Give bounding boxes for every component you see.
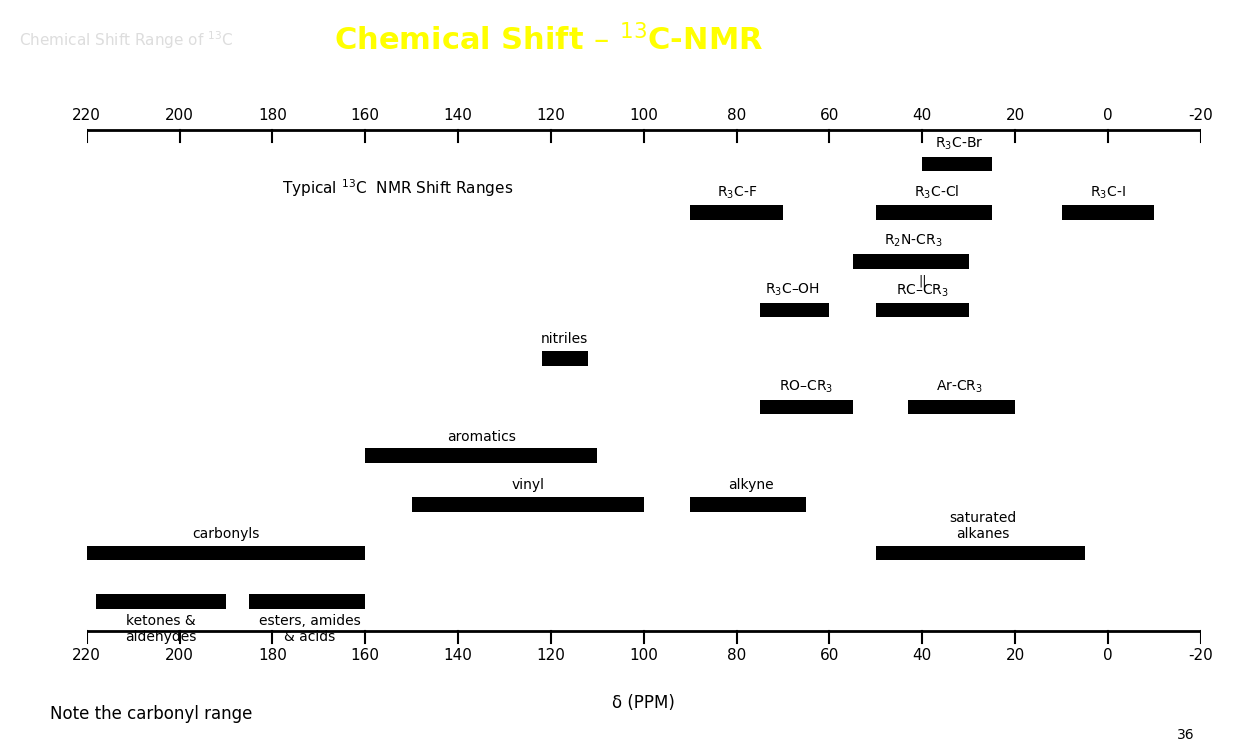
Text: ketones &
aldehydes: ketones & aldehydes [125,614,197,644]
Text: 140: 140 [443,648,473,663]
Bar [853,254,968,268]
Text: 120: 120 [536,648,566,663]
Text: 80: 80 [727,648,747,663]
Text: Chemical Shift – $^{13}$C-NMR: Chemical Shift – $^{13}$C-NMR [334,23,764,56]
Bar [760,302,829,318]
Text: δ (PPM): δ (PPM) [613,694,675,712]
Text: R$_3$C-I: R$_3$C-I [1091,184,1125,200]
Bar [95,594,225,609]
Text: carbonyls: carbonyls [192,527,260,541]
Text: -20: -20 [1188,648,1213,663]
Bar [909,400,1015,414]
Text: 100: 100 [629,108,659,123]
Text: 180: 180 [258,108,287,123]
Bar [875,206,992,220]
Text: -20: -20 [1188,108,1213,123]
Text: 20: 20 [1005,108,1025,123]
Text: Typical $^{13}$C  NMR Shift Ranges: Typical $^{13}$C NMR Shift Ranges [281,178,513,200]
Text: 120: 120 [536,108,566,123]
Text: ||: || [919,274,926,287]
Text: 40: 40 [912,108,932,123]
Text: nitriles: nitriles [541,333,588,346]
Text: Chemical Shift Range of $^{13}$C: Chemical Shift Range of $^{13}$C [19,29,233,51]
Text: 40: 40 [912,648,932,663]
Text: 36: 36 [1177,728,1195,742]
Bar [541,352,588,366]
Text: RO–CR$_3$: RO–CR$_3$ [779,379,833,395]
Text: 0: 0 [1103,108,1113,123]
Text: esters, amides
& acids: esters, amides & acids [259,614,360,644]
Text: 80: 80 [727,108,747,123]
Text: R$_3$C-Br: R$_3$C-Br [935,135,984,152]
Bar [1061,206,1154,220]
Bar [760,400,853,414]
Bar [690,206,782,220]
Text: RC–CR$_3$: RC–CR$_3$ [896,283,948,299]
Bar [875,302,968,318]
Text: 60: 60 [820,648,839,663]
Text: Ar-CR$_3$: Ar-CR$_3$ [936,379,983,395]
Text: 0: 0 [1103,648,1113,663]
Text: 20: 20 [1005,648,1025,663]
Bar [690,497,806,512]
Text: 180: 180 [258,648,287,663]
Text: 160: 160 [350,108,380,123]
Text: R$_3$C-Cl: R$_3$C-Cl [914,183,959,200]
Text: 200: 200 [165,648,194,663]
Text: 200: 200 [165,108,194,123]
Bar [249,594,365,609]
Text: 140: 140 [443,108,473,123]
Text: vinyl: vinyl [511,479,545,492]
Bar [365,448,597,463]
Text: alkyne: alkyne [728,479,774,492]
Text: R$_2$N-CR$_3$: R$_2$N-CR$_3$ [884,233,942,249]
Bar [87,546,365,560]
Text: 100: 100 [629,648,659,663]
Text: 160: 160 [350,648,380,663]
Bar [411,497,644,512]
Text: O: O [917,257,927,271]
Bar [875,546,1084,560]
Text: R$_3$C-F: R$_3$C-F [717,184,756,200]
Text: 220: 220 [72,648,102,663]
Text: aromatics: aromatics [447,429,516,444]
Text: saturated
alkanes: saturated alkanes [950,510,1016,541]
Text: 60: 60 [820,108,839,123]
Text: Note the carbonyl range: Note the carbonyl range [50,705,251,723]
Text: R$_3$C–OH: R$_3$C–OH [765,281,820,298]
Text: 220: 220 [72,108,102,123]
Bar [922,157,992,172]
